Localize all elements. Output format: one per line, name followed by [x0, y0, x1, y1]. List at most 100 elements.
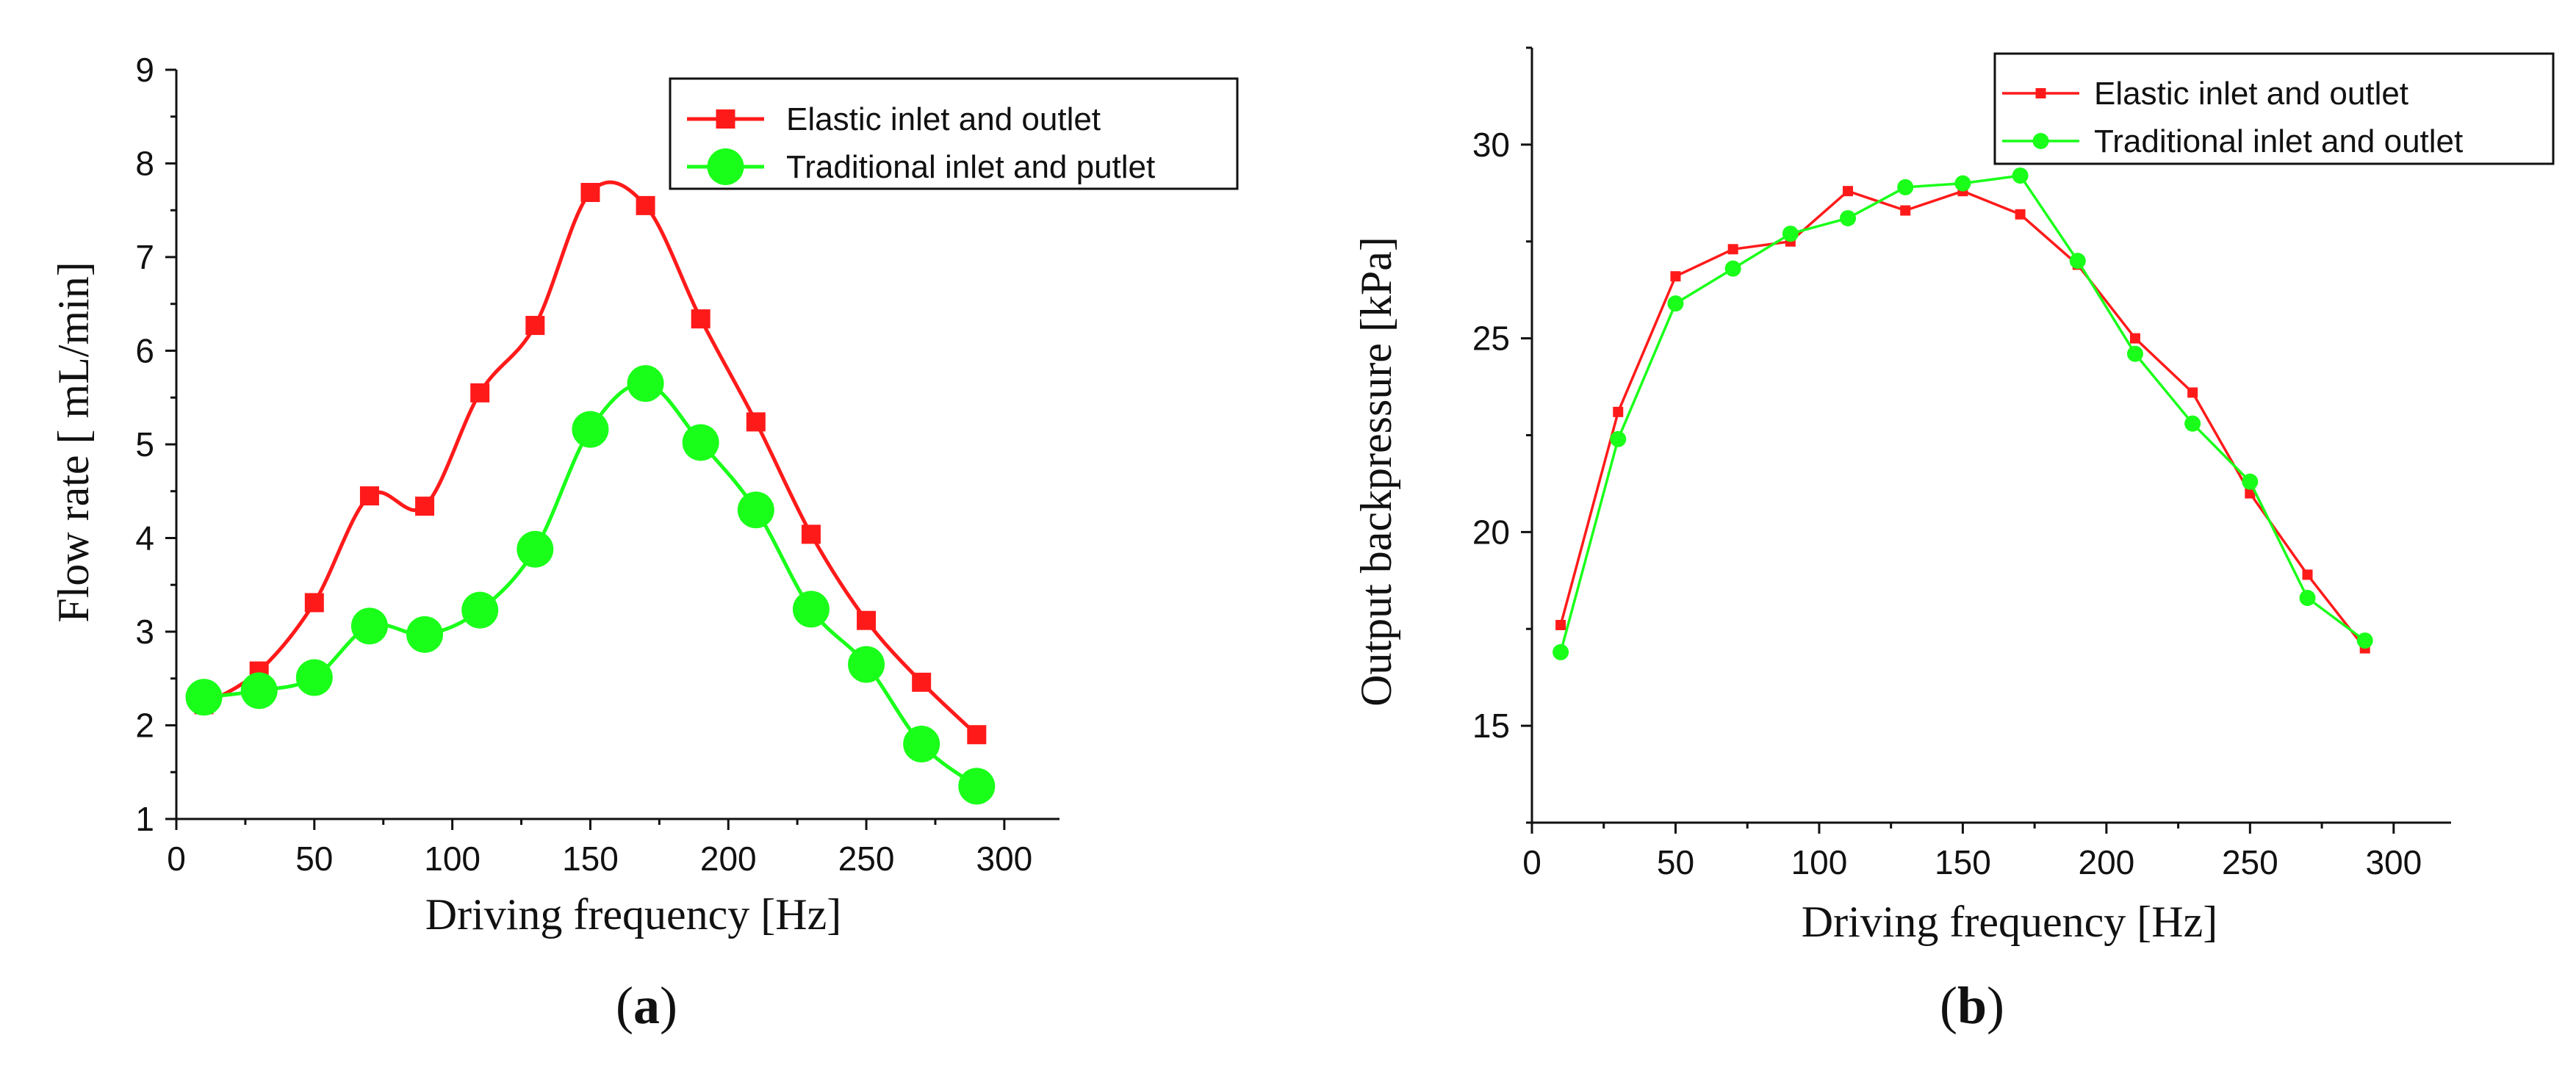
data-point-square: [580, 183, 600, 203]
data-point-square: [1555, 619, 1566, 630]
data-point-square: [967, 725, 987, 745]
data-point-circle: [2012, 167, 2029, 184]
data-point-circle: [682, 424, 719, 461]
series-traditional: [185, 365, 996, 805]
data-point-square: [746, 412, 766, 432]
data-point-square: [1613, 406, 1624, 417]
data-point-circle: [1724, 260, 1741, 277]
data-point-square: [1900, 205, 1911, 216]
data-point-circle: [461, 591, 499, 629]
legend-label: Traditional inlet and putlet: [786, 149, 1155, 185]
data-point-circle: [1840, 210, 1857, 227]
data-point-circle: [1553, 643, 1569, 660]
series-elastic: [1555, 186, 2370, 654]
data-point-square: [2129, 333, 2140, 344]
x-axis-title: Driving frequency [Hz]: [425, 890, 841, 939]
data-point-circle: [958, 768, 996, 805]
data-point-square: [2187, 387, 2198, 398]
data-point-circle: [240, 672, 278, 710]
x-tick-label: 100: [424, 840, 481, 878]
data-point-square: [470, 383, 490, 403]
data-point-circle: [572, 411, 609, 448]
caption-paren: ): [1987, 976, 2004, 1035]
panel-a-flow-rate-chart: 0 50 100 150 200 250 300 1 2 3 4 5 6 7 8 9 Driving frequ…: [49, 51, 1239, 1035]
data-point-square: [801, 524, 821, 544]
series-traditional: [1553, 167, 2373, 660]
data-point-square: [857, 610, 877, 630]
panel-caption: (b): [1940, 976, 2004, 1035]
y-tick-label: 2: [135, 707, 154, 745]
data-point-circle: [627, 365, 664, 403]
caption-paren: ): [660, 976, 677, 1035]
x-tick-label: 200: [700, 840, 757, 878]
x-tick-label: 50: [295, 840, 333, 878]
legend-label: Traditional inlet and outlet: [2094, 123, 2463, 159]
data-point-circle: [350, 607, 388, 645]
legend-marker-square: [2035, 88, 2046, 98]
x-tick-label: 150: [562, 840, 619, 878]
y-tick-label: 6: [135, 332, 154, 370]
x-tick-label: 200: [2079, 843, 2135, 881]
data-point-circle: [2299, 590, 2316, 607]
data-point-circle: [1954, 175, 1971, 192]
data-point-square: [2245, 488, 2256, 499]
x-tick-label: 300: [2365, 843, 2422, 881]
x-tick-label: 0: [167, 840, 186, 878]
data-point-square: [1727, 244, 1738, 255]
series-line: [1559, 174, 2366, 653]
panel-caption: (a): [616, 976, 677, 1035]
data-point-circle: [2356, 632, 2373, 649]
y-tick-label: 3: [135, 613, 154, 651]
data-point-circle: [1610, 430, 1627, 447]
x-tick-label: 300: [976, 840, 1033, 878]
y-tick-label: 1: [135, 800, 154, 838]
x-axis-title: Driving frequency [Hz]: [1802, 898, 2217, 946]
data-point-circle: [2184, 415, 2201, 432]
legend-marker-circle: [707, 148, 744, 185]
caption-letter: b: [1957, 976, 1987, 1035]
y-tick-label: 7: [135, 238, 154, 276]
data-point-square: [912, 672, 932, 692]
legend-marker-square: [716, 109, 735, 129]
data-point-circle: [295, 659, 333, 696]
y-tick-label: 20: [1472, 513, 1510, 551]
caption-letter: a: [633, 976, 660, 1035]
data-point-circle: [848, 646, 885, 683]
data-point-square: [525, 316, 545, 336]
x-tick-label: 250: [2222, 843, 2278, 881]
y-tick-label: 15: [1472, 707, 1510, 745]
legend-marker-circle: [2032, 133, 2049, 149]
legend-label: Elastic inlet and outlet: [786, 101, 1101, 137]
data-point-square: [691, 309, 710, 329]
data-point-circle: [792, 591, 830, 628]
y-axis-title: Flow rate [ mL/min]: [49, 261, 98, 623]
data-point-square: [1670, 271, 1681, 282]
legend-label: Elastic inlet and outlet: [2094, 76, 2408, 112]
caption-paren: (: [616, 976, 633, 1035]
data-point-circle: [737, 491, 774, 529]
x-tick-label: 0: [1522, 843, 1541, 881]
panel-b-backpressure-chart: 0 50 100 150 200 250 300 15 20 25 30 Driving freque…: [1352, 46, 2555, 1035]
y-tick-label: 8: [135, 145, 154, 183]
data-point-square: [2302, 569, 2313, 580]
data-point-circle: [2242, 473, 2259, 490]
data-point-circle: [185, 679, 223, 716]
data-point-square: [304, 593, 324, 613]
series-line: [1559, 190, 2367, 649]
data-point-circle: [2069, 253, 2086, 270]
data-point-circle: [1782, 225, 1799, 242]
x-tick-label: 100: [1791, 843, 1848, 881]
legend-box: [1993, 52, 2555, 165]
x-tick-label: 150: [1935, 843, 1991, 881]
y-tick-label: 30: [1472, 126, 1510, 164]
legend: Elastic inlet and outlet Traditional inle…: [669, 77, 1239, 190]
data-point-circle: [1667, 295, 1684, 312]
legend: Elastic inlet and outlet Traditional inle…: [1993, 52, 2555, 165]
data-point-circle: [406, 616, 444, 653]
data-point-circle: [517, 530, 554, 568]
data-point-square: [636, 195, 655, 215]
x-tick-label: 50: [1657, 843, 1694, 881]
data-point-square: [415, 497, 435, 516]
data-point-square: [1843, 186, 1854, 197]
